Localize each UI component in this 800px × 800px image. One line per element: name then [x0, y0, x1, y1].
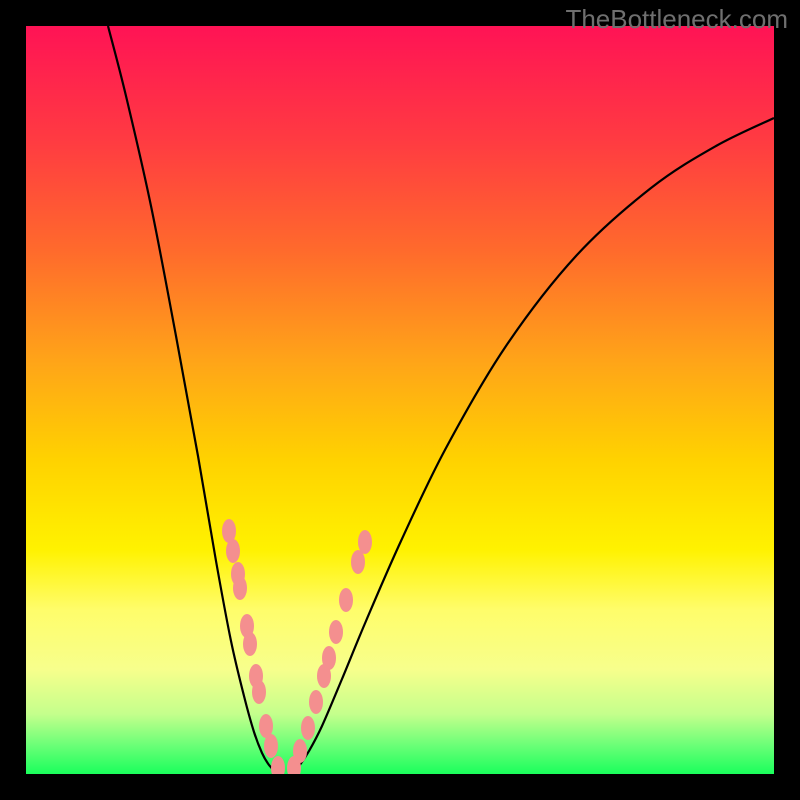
plot-background [26, 26, 774, 774]
marker-point [339, 588, 353, 612]
marker-point [293, 739, 307, 763]
chart-root: TheBottleneck.com [0, 0, 800, 800]
marker-point [351, 550, 365, 574]
marker-point [252, 680, 266, 704]
marker-point [322, 646, 336, 670]
watermark-text: TheBottleneck.com [565, 4, 788, 35]
marker-point [243, 632, 257, 656]
marker-point [301, 716, 315, 740]
marker-point [271, 756, 285, 780]
marker-point [309, 690, 323, 714]
marker-point [226, 539, 240, 563]
marker-point [233, 576, 247, 600]
marker-point [358, 530, 372, 554]
plot-svg [0, 0, 800, 800]
marker-point [264, 734, 278, 758]
marker-point [329, 620, 343, 644]
